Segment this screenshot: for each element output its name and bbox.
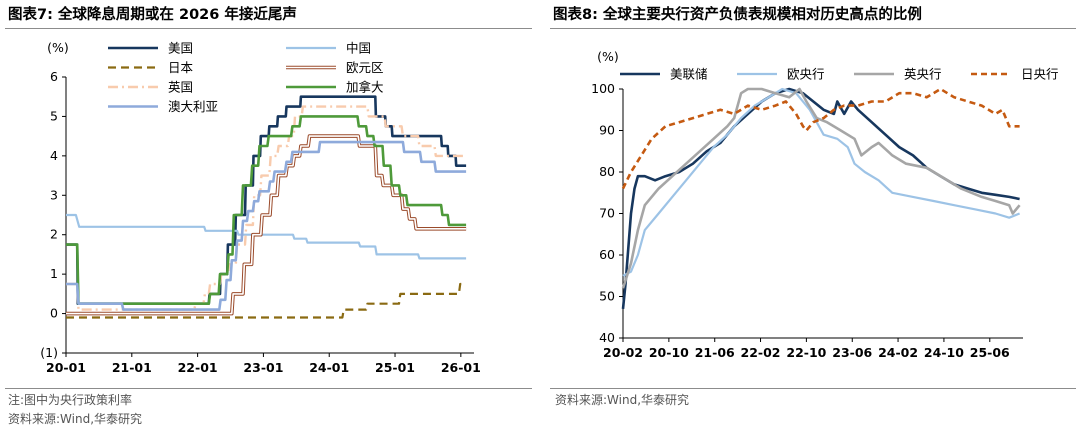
y-tick-label: 40 xyxy=(599,330,615,345)
legend-label-6: 澳大利亚 xyxy=(168,99,218,114)
y-tick-label: 80 xyxy=(599,164,615,179)
y-tick-label: 2 xyxy=(50,227,58,242)
x-tick-label: 23-01 xyxy=(243,360,283,375)
left-chart-title: 图表7: 全球降息周期或在 2026 年接近尾声 xyxy=(8,7,297,23)
y-unit-label: (%) xyxy=(47,40,69,55)
x-tick-label: 26-01 xyxy=(441,360,481,375)
y-tick-label: 50 xyxy=(599,289,615,304)
y-tick-label: 0 xyxy=(50,306,58,321)
x-tick-label: 21-01 xyxy=(112,360,152,375)
y-tick-label: 70 xyxy=(599,206,615,221)
balance-sheet-chart: 40 50 60 70 80 90 100 (%) 20-02 20-10 21-06 22-02 22… xyxy=(591,49,1059,360)
series-line-5 xyxy=(66,115,467,305)
x-tick-label: 20-01 xyxy=(46,360,86,375)
legend-label-2: 英央行 xyxy=(904,67,942,82)
legend-label-0: 美国 xyxy=(168,41,193,56)
x-tick-label: 24-01 xyxy=(309,360,349,375)
series-line-inner-3 xyxy=(66,135,467,315)
legend-label-1: 中国 xyxy=(346,41,371,56)
left-chart-source: 资料来源:Wind,华泰研究 xyxy=(8,412,143,426)
x-tick-label: 20-10 xyxy=(649,345,689,360)
left-footer-rule xyxy=(5,388,532,389)
y-tick-label: 60 xyxy=(599,247,615,262)
x-tick-label: 22-02 xyxy=(741,345,781,360)
x-tick-label: 22-10 xyxy=(786,345,826,360)
x-tick-label: 21-06 xyxy=(695,345,735,360)
series-line-6 xyxy=(66,140,467,311)
legend-label-1: 欧央行 xyxy=(787,67,825,82)
legend-label-0: 美联储 xyxy=(670,67,708,82)
left-title-rule xyxy=(5,28,532,29)
y-tick-label: 3 xyxy=(50,187,58,202)
policy-rate-chart: (1) 0 1 2 3 4 5 6 (%) 20-01 21-01 22-01 23-01 24-01 25… xyxy=(40,40,481,375)
right-chart-source: 资料来源:Wind,华泰研究 xyxy=(555,393,690,407)
x-tick-label: 24-10 xyxy=(924,345,964,360)
legend-label-3: 日央行 xyxy=(1021,67,1059,82)
right-footer-rule xyxy=(550,388,1076,389)
x-tick-label: 25-06 xyxy=(970,345,1010,360)
series-line-4 xyxy=(66,105,467,311)
series-line-2 xyxy=(621,87,1021,289)
y-tick-label: 4 xyxy=(50,148,58,163)
y-tick-label: (1) xyxy=(40,345,58,360)
y-tick-label: 6 xyxy=(50,69,58,84)
x-tick-label: 23-06 xyxy=(832,345,872,360)
x-tick-label: 24-02 xyxy=(878,345,918,360)
left-chart-note: 注:图中为央行政策利率 xyxy=(8,393,133,407)
x-tick-label: 25-01 xyxy=(375,360,415,375)
legend-label-2: 日本 xyxy=(168,60,194,75)
legend-label-5: 加拿大 xyxy=(346,80,384,95)
series-line-3 xyxy=(621,87,1020,190)
x-tick-label: 20-02 xyxy=(603,345,643,360)
legend-label-3: 欧元区 xyxy=(346,60,384,75)
right-title-rule xyxy=(550,28,1076,29)
series-line-1 xyxy=(66,213,467,260)
series-line-1 xyxy=(622,87,1021,277)
right-chart-title: 图表8: 全球主要央行资产负债表规模相对历史高点的比例 xyxy=(553,7,922,23)
y-tick-label: 5 xyxy=(50,108,58,123)
y-tick-label: 90 xyxy=(599,123,615,138)
y-tick-label: 1 xyxy=(50,266,58,281)
x-tick-label: 22-01 xyxy=(178,360,218,375)
series-line-3 xyxy=(66,134,467,316)
y-tick-label: 100 xyxy=(591,81,615,96)
series-line-2 xyxy=(66,282,467,319)
y-unit-label: (%) xyxy=(597,49,619,64)
legend-label-4: 英国 xyxy=(168,80,193,95)
